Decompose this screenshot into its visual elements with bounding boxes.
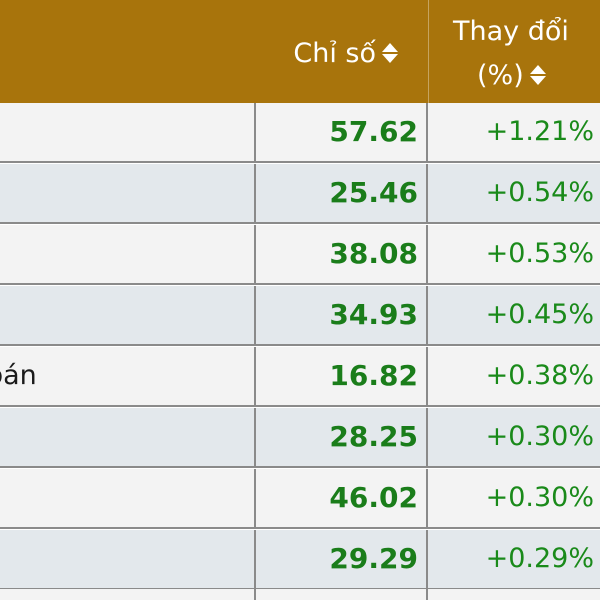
column-header-change-label: Thay đổi (453, 16, 569, 47)
table-row[interactable]: bán 16.82 +0.38% (0, 347, 600, 407)
row-index-value: 38.08 (256, 225, 428, 283)
row-change-value: +0.38% (485, 360, 594, 391)
row-change-value: +1.21% (485, 116, 594, 147)
row-name-cell (0, 286, 256, 344)
row-name-cell (0, 103, 256, 161)
column-header-index[interactable]: Chỉ số (258, 0, 429, 103)
table-row[interactable]: 46.02 +0.30% (0, 469, 600, 529)
row-change-value: +0.45% (485, 299, 594, 330)
row-index-value: 57.62 (256, 103, 428, 161)
row-name-cell (0, 530, 256, 588)
row-change-value: +0.29% (485, 543, 594, 574)
column-header-change[interactable]: Thay đổi (%) (429, 0, 600, 103)
row-name-cell (0, 225, 256, 283)
row-change-value: +0.30% (485, 421, 594, 452)
table-row[interactable]: 34.93 +0.45% (0, 286, 600, 346)
row-name-cell (0, 469, 256, 527)
row-index-value: 25.46 (256, 164, 428, 222)
row-index-value: 16.82 (256, 347, 428, 405)
row-name-cell (0, 164, 256, 222)
table-row[interactable]: 38.08 +0.53% (0, 225, 600, 285)
row-index-value: 34.93 (256, 286, 428, 344)
column-header-change-unit: (%) (477, 60, 524, 91)
column-divider (254, 589, 256, 600)
next-row-partial (0, 589, 600, 600)
row-change-value: +0.54% (485, 177, 594, 208)
table-row[interactable]: 25.46 +0.54% (0, 164, 600, 224)
row-index-value: 29.29 (256, 530, 428, 588)
row-change-value: +0.30% (485, 482, 594, 513)
column-header-index-label: Chỉ số (293, 38, 376, 69)
row-change-value: +0.53% (485, 238, 594, 269)
row-index-value: 46.02 (256, 469, 428, 527)
table-row[interactable]: 57.62 +1.21% (0, 103, 600, 163)
sort-icon[interactable] (529, 64, 546, 86)
table-row[interactable]: 28.25 +0.30% (0, 408, 600, 468)
row-name-cell (0, 408, 256, 466)
table-row[interactable]: 29.29 +0.29% (0, 530, 600, 590)
sort-icon[interactable] (382, 42, 398, 64)
row-index-value: 28.25 (256, 408, 428, 466)
table-header: Chỉ số Thay đổi (%) (0, 0, 600, 103)
row-name-cell: bán (0, 347, 256, 405)
column-divider (426, 589, 428, 600)
